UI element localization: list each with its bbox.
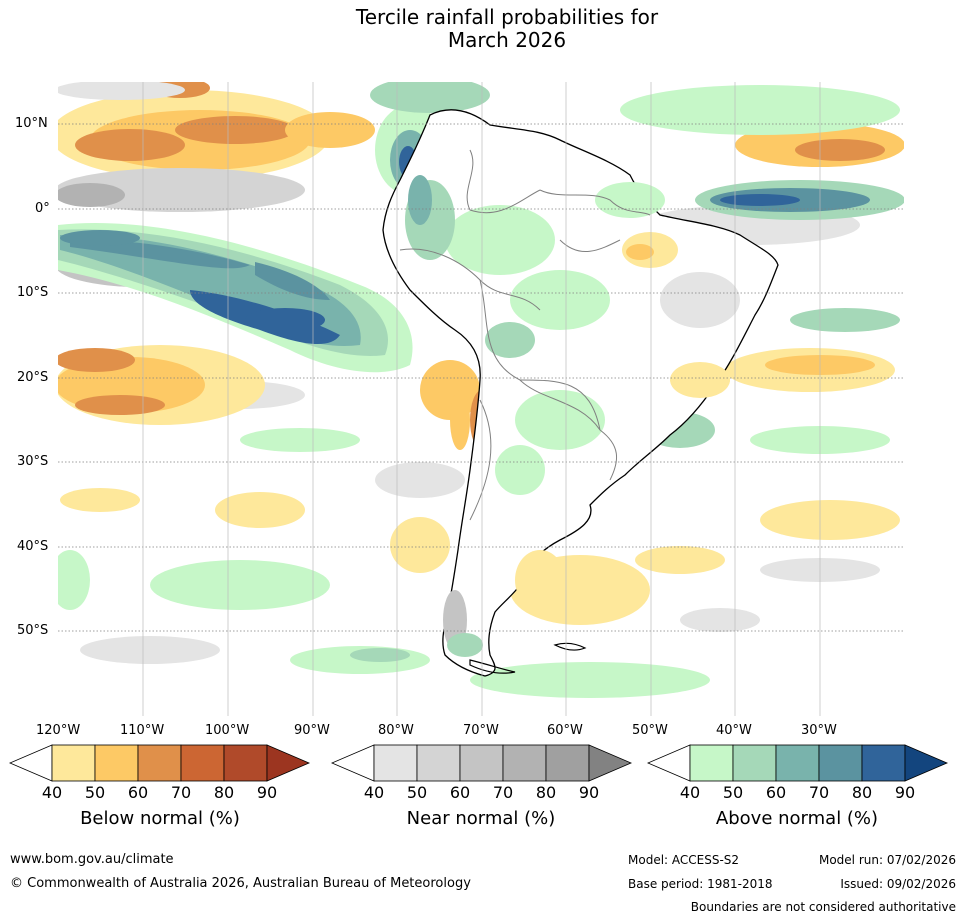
cb-above-tick-50: 50: [722, 783, 744, 802]
cb-near-title: Near normal (%): [406, 808, 556, 829]
lon-label-30w: 30°W: [801, 723, 837, 738]
land-anomaly-patches: [405, 175, 740, 657]
cb-below-tick-90: 90: [256, 783, 278, 802]
lon-label-70w: 70°W: [463, 723, 499, 738]
lat-label-10s: 10°S: [17, 285, 49, 300]
lat-label-20s: 20°S: [17, 370, 49, 385]
cb-above-tick-60: 60: [765, 783, 787, 802]
lon-label-110w: 110°W: [120, 723, 165, 738]
colorbar-above-normal: [646, 744, 949, 782]
lon-label-60w: 60°W: [547, 723, 583, 738]
lon-label-40w: 40°W: [716, 723, 752, 738]
cb-below-tick-40: 40: [41, 783, 63, 802]
lat-label-40s: 40°S: [17, 539, 49, 554]
above-normal-region-atlantic: [620, 85, 904, 448]
footer-issued: Issued: 09/02/2026: [840, 877, 956, 891]
colorbar-near-normal: [330, 744, 633, 782]
cb-near-tick-40: 40: [363, 783, 385, 802]
cb-above-tick-40: 40: [679, 783, 701, 802]
above-normal-region-south: [58, 426, 890, 698]
lon-label-50w: 50°W: [632, 723, 668, 738]
cb-below-tick-50: 50: [84, 783, 106, 802]
footer-model: Model: ACCESS-S2: [628, 853, 740, 867]
country-borders: [399, 149, 651, 521]
cb-below-tick-70: 70: [170, 783, 192, 802]
footer-copyright: © Commonwealth of Australia 2026, Austra…: [10, 876, 471, 891]
cb-near-tick-80: 80: [535, 783, 557, 802]
lon-label-100w: 100°W: [205, 723, 250, 738]
cb-above-tick-90: 90: [894, 783, 916, 802]
cb-above-tick-80: 80: [851, 783, 873, 802]
islands: [469, 642, 587, 674]
footer-disclaimer: Boundaries are not considered authoritat…: [690, 900, 956, 914]
cb-near-tick-70: 70: [492, 783, 514, 802]
colorbar-below-normal: [8, 744, 311, 782]
footer-model-run: Model run: 07/02/2026: [818, 853, 956, 867]
footer-url[interactable]: www.bom.gov.au/climate: [10, 852, 174, 867]
gridlines: [58, 123, 904, 632]
cb-near-tick-90: 90: [578, 783, 600, 802]
lat-label-10n: 10°N: [15, 116, 48, 131]
cb-below-title: Below normal (%): [80, 808, 240, 829]
lon-label-80w: 80°W: [378, 723, 414, 738]
cb-near-tick-50: 50: [406, 783, 428, 802]
lat-label-0: 0°: [35, 201, 50, 216]
below-normal-region-south-atlantic: [60, 488, 900, 625]
map-title-line2: March 2026: [447, 28, 567, 52]
map-title-line1: Tercile rainfall probabilities for: [355, 5, 659, 29]
lat-label-30s: 30°S: [17, 454, 49, 469]
cb-above-title: Above normal (%): [715, 808, 879, 829]
cb-near-tick-60: 60: [449, 783, 471, 802]
lon-label-120w: 120°W: [36, 723, 81, 738]
lon-label-90w: 90°W: [294, 723, 330, 738]
footer-base-period: Base period: 1981-2018: [628, 877, 773, 891]
lat-label-50s: 50°S: [17, 623, 49, 638]
cb-below-tick-80: 80: [213, 783, 235, 802]
cb-above-tick-70: 70: [808, 783, 830, 802]
map-plot-area: [58, 82, 904, 716]
below-normal-region-north-pacific: [58, 82, 904, 180]
cb-below-tick-60: 60: [127, 783, 149, 802]
